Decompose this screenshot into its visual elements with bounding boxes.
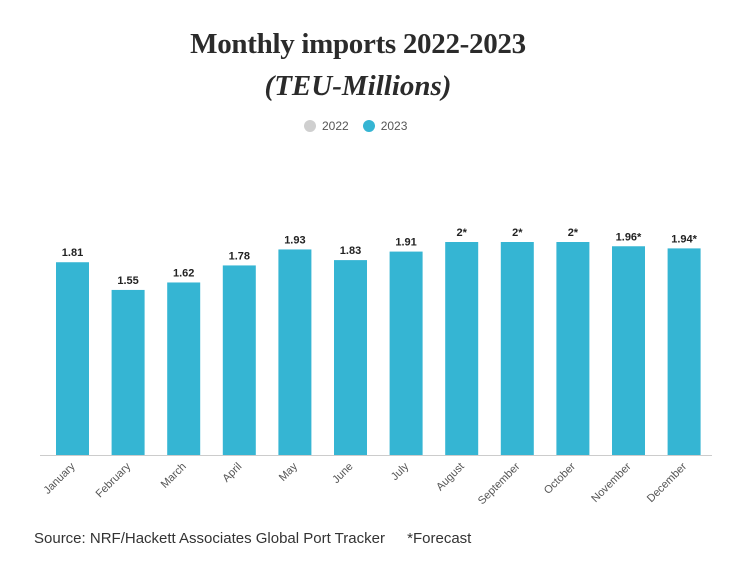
tick-label-september: September xyxy=(476,460,523,507)
bar-january[interactable] xyxy=(56,262,89,455)
data-label-november: 1.96* xyxy=(616,231,642,243)
legend-item-2022[interactable]: 2022 xyxy=(304,119,349,133)
tick-label-february: February xyxy=(94,460,134,500)
bar-december[interactable] xyxy=(667,248,701,455)
chart-title: Monthly imports 2022-2023 xyxy=(190,28,526,60)
data-label-september: 2* xyxy=(512,227,523,239)
data-label-october: 2* xyxy=(568,227,579,239)
bar-november[interactable] xyxy=(612,246,645,455)
bar-march[interactable] xyxy=(167,282,201,455)
footer: Source: NRF/Hackett Associates Global Po… xyxy=(34,530,471,547)
tick-label-july: July xyxy=(389,460,412,483)
legend-label-2022: 2022 xyxy=(322,119,349,133)
forecast-note: *Forecast xyxy=(407,530,472,547)
data-label-january: 1.81 xyxy=(62,247,83,259)
tick-label-november: November xyxy=(589,460,634,505)
tick-label-december: December xyxy=(645,460,690,505)
chart-subtitle: (TEU-Millions) xyxy=(264,70,452,102)
legend-swatch-2023 xyxy=(362,120,375,132)
tick-label-april: April xyxy=(220,461,244,485)
tick-label-january: January xyxy=(41,460,78,497)
bar-may[interactable] xyxy=(278,249,312,455)
bar-august[interactable] xyxy=(445,242,479,455)
tick-label-march: March xyxy=(159,461,189,491)
bar-chart: 1.81 January 1.55 February 1.62 March 1.78 Apri… xyxy=(40,227,712,507)
data-label-march: 1.62 xyxy=(173,267,194,279)
tick-label-october: October xyxy=(542,460,578,496)
legend-swatch-2022 xyxy=(304,120,316,132)
data-label-february: 1.55 xyxy=(117,275,138,287)
bar-june[interactable] xyxy=(334,260,367,455)
data-label-april: 1.78 xyxy=(229,250,250,262)
tick-label-june: June xyxy=(330,461,355,486)
bar-october[interactable] xyxy=(556,242,590,455)
tick-label-august: August xyxy=(434,461,467,494)
bar-february[interactable] xyxy=(111,289,145,455)
data-label-december: 1.94* xyxy=(671,233,697,245)
data-label-may: 1.93 xyxy=(284,234,305,246)
bar-july[interactable] xyxy=(389,251,423,455)
bar-april[interactable] xyxy=(222,265,256,455)
data-label-july: 1.91 xyxy=(395,237,416,249)
legend-label-2023: 2023 xyxy=(380,119,408,133)
legend-item-2023[interactable]: 2023 xyxy=(362,119,408,133)
data-label-june: 1.83 xyxy=(340,245,361,257)
data-label-august: 2* xyxy=(456,227,467,239)
bar-september[interactable] xyxy=(500,242,534,455)
legend: 2022 2023 xyxy=(304,119,421,133)
source-note: Source: NRF/Hackett Associates Global Po… xyxy=(34,530,385,547)
tick-label-may: May xyxy=(277,460,301,484)
